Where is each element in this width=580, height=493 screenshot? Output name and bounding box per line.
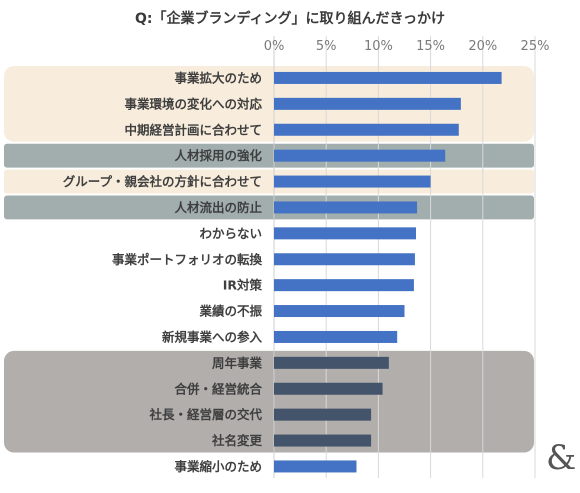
category-label: 人材採用の強化 — [174, 148, 262, 163]
category-label: 新規事業への参入 — [162, 329, 263, 344]
category-label: 事業縮小のため — [174, 459, 262, 474]
highlight-band-1 — [4, 143, 534, 168]
bar-11 — [274, 356, 389, 369]
ampersand-logo: & — [546, 438, 577, 478]
category-label: 事業ポートフォリオの転換 — [112, 252, 263, 267]
category-labels: 事業拡大のため事業環境の変化への対応中期経営計画に合わせて人材採用の強化グループ… — [63, 70, 263, 474]
x-tick-label: 15% — [416, 39, 445, 54]
bar-3 — [274, 149, 446, 162]
bar-1 — [274, 97, 461, 110]
bar-15 — [274, 460, 357, 473]
bar-0 — [274, 71, 502, 84]
category-label: 周年事業 — [212, 355, 263, 370]
bar-9 — [274, 305, 405, 318]
bar-14 — [274, 434, 372, 447]
category-label: 人材流出の防止 — [174, 200, 262, 215]
highlight-band-0 — [4, 66, 534, 142]
x-tick-label: 0% — [264, 39, 285, 54]
category-label: IR対策 — [223, 278, 263, 293]
bar-7 — [274, 253, 415, 266]
bar-6 — [274, 227, 416, 240]
x-tick-label: 25% — [521, 39, 550, 54]
x-tick-label: 10% — [364, 39, 393, 54]
highlight-band-4 — [4, 350, 534, 453]
bars — [274, 71, 502, 473]
category-label: わからない — [199, 226, 262, 241]
bar-8 — [274, 279, 414, 292]
category-label: 事業環境の変化への対応 — [124, 96, 262, 111]
x-tick-label: 20% — [468, 39, 497, 54]
category-label: 社長・経営層の交代 — [148, 407, 262, 422]
highlight-bands — [4, 66, 534, 453]
category-label: 社名変更 — [211, 433, 263, 448]
bar-10 — [274, 330, 398, 343]
bar-13 — [274, 408, 372, 421]
bar-4 — [274, 175, 431, 188]
category-label: 合併・経営統合 — [174, 381, 262, 396]
x-axis-ticks: 0% 5% 10% 15% 20% 25% — [264, 39, 550, 54]
bar-12 — [274, 382, 383, 395]
category-label: 業績の不振 — [198, 304, 262, 319]
bar-5 — [274, 201, 418, 214]
bar-2 — [274, 123, 459, 136]
chart-title: Q:「企業ブランディング」に取り組んだきっかけ — [135, 11, 445, 27]
category-label: グループ・親会社の方針に合わせて — [63, 174, 262, 189]
x-tick-label: 5% — [316, 39, 337, 54]
highlight-band-3 — [4, 195, 534, 220]
category-label: 事業拡大のため — [174, 70, 262, 85]
category-label: 中期経営計画に合わせて — [124, 122, 262, 137]
